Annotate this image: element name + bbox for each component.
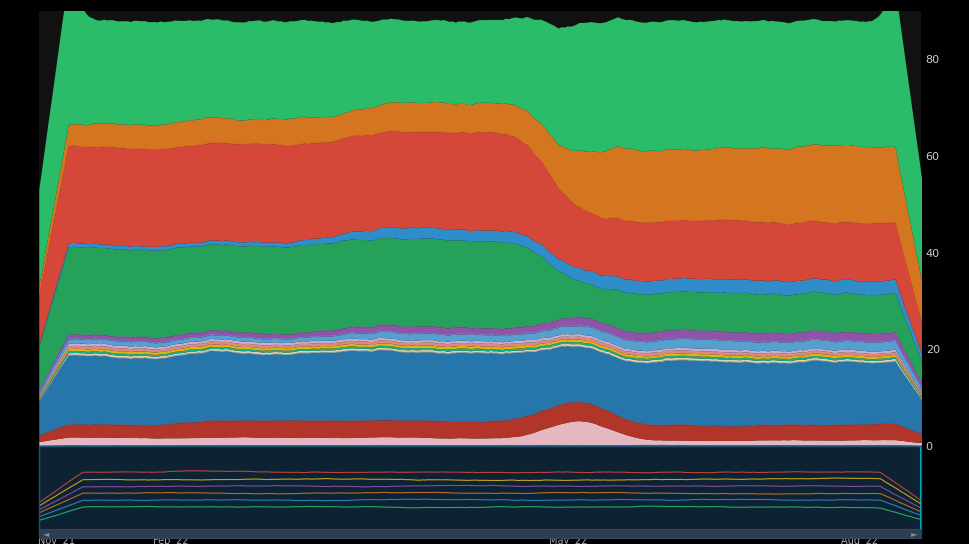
Text: ◄: ◄ (44, 529, 49, 538)
FancyBboxPatch shape (39, 529, 921, 538)
FancyBboxPatch shape (39, 530, 921, 537)
Text: ►: ► (910, 529, 916, 538)
